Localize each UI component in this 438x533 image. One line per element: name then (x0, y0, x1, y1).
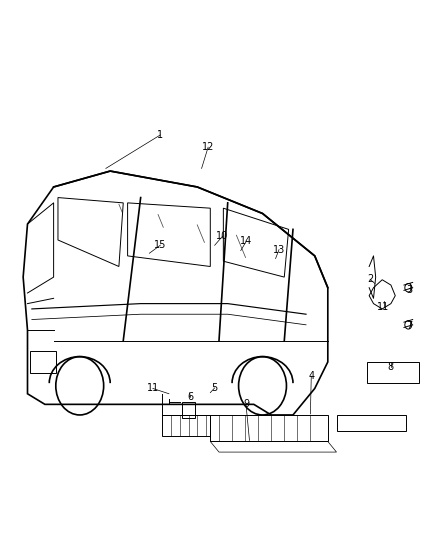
Text: 3: 3 (406, 285, 413, 295)
Text: 1: 1 (157, 130, 163, 140)
Text: 4: 4 (308, 372, 314, 381)
Bar (182, 402, 195, 418)
Text: 14: 14 (240, 236, 253, 246)
Text: 5: 5 (212, 383, 218, 393)
Text: 15: 15 (154, 240, 166, 251)
Text: 8: 8 (388, 362, 394, 372)
Text: 9: 9 (243, 399, 249, 409)
Text: 11: 11 (378, 302, 390, 312)
Text: 12: 12 (202, 142, 214, 152)
Text: 2: 2 (367, 274, 373, 284)
Text: 6: 6 (187, 392, 194, 402)
Text: 11: 11 (147, 383, 159, 393)
Text: 13: 13 (273, 245, 285, 255)
Text: 7: 7 (406, 321, 413, 331)
Text: 10: 10 (216, 231, 229, 241)
